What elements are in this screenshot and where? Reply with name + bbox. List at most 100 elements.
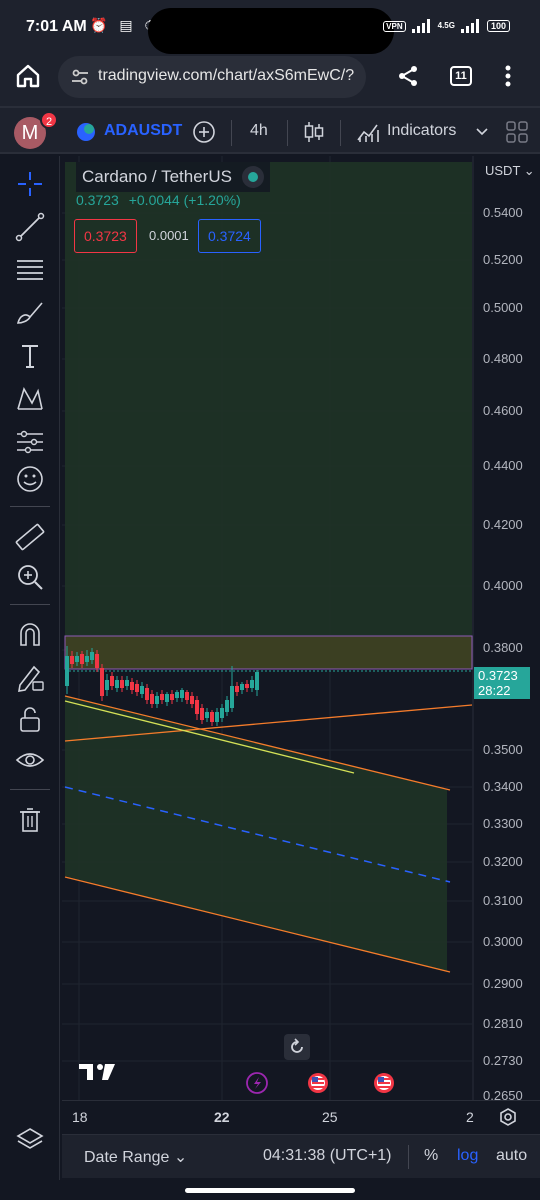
channel-upper-line bbox=[64, 695, 451, 791]
crosshair-icon[interactable] bbox=[14, 168, 46, 200]
candle bbox=[205, 708, 209, 722]
candles bbox=[65, 646, 259, 726]
candle bbox=[80, 651, 84, 668]
price-axis-label: 0.3500 bbox=[483, 742, 523, 757]
price-axis-label: 0.3800 bbox=[483, 640, 523, 655]
zoom-in-icon[interactable] bbox=[14, 561, 46, 593]
magnet-icon[interactable] bbox=[14, 619, 46, 651]
status-time: 7:01 AM bbox=[26, 18, 87, 35]
candle bbox=[135, 680, 139, 696]
address-bar[interactable]: tradingview.com/chart/axS6mEwC/? bbox=[58, 56, 366, 98]
separator bbox=[340, 120, 341, 146]
signal-icon bbox=[411, 19, 430, 33]
emoji-icon[interactable] bbox=[14, 463, 46, 495]
candles-chart-type-icon[interactable] bbox=[303, 120, 325, 144]
reset-chart-icon bbox=[284, 1034, 310, 1060]
price-axis-label: 0.3300 bbox=[483, 816, 523, 831]
price-change: +0.0044 (+1.20%) bbox=[128, 192, 241, 208]
ruler-icon[interactable] bbox=[14, 521, 46, 553]
brush-icon[interactable] bbox=[14, 297, 46, 329]
auto-scale-toggle[interactable]: auto bbox=[496, 1147, 528, 1164]
last-price-tag: 0.3723 28:22 bbox=[474, 667, 530, 699]
status-bar: 7:01 AM ⏰ ▤ ⏱ VPN 4.5G 100 bbox=[0, 0, 540, 56]
candle bbox=[145, 684, 149, 704]
candle bbox=[105, 674, 109, 696]
candle bbox=[85, 650, 89, 666]
long-position-zone bbox=[65, 162, 472, 636]
chart-pane[interactable] bbox=[62, 156, 540, 1100]
price-chart[interactable] bbox=[62, 156, 540, 1100]
currency-selector[interactable]: USDT ⌄ bbox=[485, 163, 535, 178]
time-label: 18 bbox=[72, 1109, 88, 1125]
chart-settings-icon[interactable] bbox=[498, 1107, 518, 1127]
price-axis-label: 0.3200 bbox=[483, 854, 523, 869]
symbol-search-button[interactable]: ADAUSDT bbox=[104, 122, 183, 139]
network-type: 4.5G bbox=[437, 21, 455, 30]
prediction-tool-icon[interactable] bbox=[14, 426, 46, 458]
sell-button[interactable]: 0.3723 bbox=[74, 219, 137, 253]
percent-scale-toggle[interactable]: % bbox=[424, 1147, 439, 1164]
us-flag-event-icon bbox=[308, 1073, 328, 1093]
visibility-icon[interactable] bbox=[14, 746, 46, 778]
support-trend-line bbox=[64, 704, 473, 742]
price-axis-label: 0.5400 bbox=[483, 205, 523, 220]
tradingview-logo-icon bbox=[79, 1064, 115, 1080]
indicators-button[interactable]: Indicators bbox=[387, 122, 457, 139]
unlock-icon[interactable] bbox=[14, 703, 46, 735]
more-menu-icon[interactable] bbox=[498, 62, 518, 90]
home-indicator[interactable] bbox=[185, 1188, 355, 1193]
price-axis-label: 0.5000 bbox=[483, 300, 523, 315]
candle bbox=[95, 650, 99, 672]
lock-drawings-icon[interactable] bbox=[14, 661, 46, 693]
interval-button[interactable]: 4h bbox=[250, 122, 268, 139]
time-label: 2 bbox=[466, 1109, 474, 1125]
price-axis-label: 0.3400 bbox=[483, 779, 523, 794]
price-axis-label: 0.5200 bbox=[483, 252, 523, 267]
compare-symbol-icon[interactable] bbox=[192, 120, 216, 144]
bar-countdown: 28:22 bbox=[478, 683, 511, 698]
trend-line-icon[interactable] bbox=[14, 211, 46, 243]
price-axis-label: 0.2900 bbox=[483, 976, 523, 991]
site-info-icon[interactable] bbox=[70, 67, 90, 87]
object-tree-icon[interactable] bbox=[14, 1124, 46, 1156]
candle bbox=[255, 670, 259, 696]
candle bbox=[175, 690, 179, 702]
home-icon[interactable] bbox=[14, 62, 42, 90]
price-axis-label: 0.2650 bbox=[483, 1088, 523, 1103]
cardano-logo-icon bbox=[77, 123, 95, 141]
date-range-button[interactable]: Date Range ⌄ bbox=[84, 1149, 188, 1166]
current-price: 0.3723 bbox=[76, 192, 119, 208]
time-axis[interactable]: 18 22 25 2 bbox=[62, 1100, 540, 1134]
price-axis-label: 0.2810 bbox=[483, 1016, 523, 1031]
candle bbox=[75, 652, 79, 666]
tab-switcher-button[interactable]: 11 bbox=[450, 66, 472, 86]
vpn-icon: VPN bbox=[383, 20, 406, 32]
layout-grid-icon[interactable] bbox=[506, 121, 528, 143]
separator bbox=[10, 789, 50, 790]
buy-button[interactable]: 0.3724 bbox=[198, 219, 261, 253]
price-axis-label: 0.4800 bbox=[483, 351, 523, 366]
trash-icon[interactable] bbox=[14, 804, 46, 836]
market-status-icon bbox=[241, 166, 264, 188]
timezone-clock[interactable]: 04:31:38 (UTC+1) bbox=[263, 1147, 392, 1164]
price-axis-label: 0.4600 bbox=[483, 403, 523, 418]
log-scale-toggle[interactable]: log bbox=[457, 1147, 479, 1164]
candle bbox=[155, 692, 159, 708]
candle bbox=[140, 682, 144, 698]
text-tool-icon[interactable] bbox=[14, 340, 46, 372]
spread-value: 0.0001 bbox=[149, 228, 189, 243]
chevron-down-icon[interactable] bbox=[476, 127, 488, 137]
candle bbox=[240, 682, 244, 694]
separator bbox=[10, 506, 50, 507]
symbol-legend[interactable]: Cardano / TetherUS bbox=[76, 162, 270, 192]
fib-retracement-icon[interactable] bbox=[14, 254, 46, 286]
pattern-tool-icon[interactable] bbox=[14, 383, 46, 415]
indicators-icon[interactable] bbox=[356, 120, 380, 144]
price-axis-label: 0.4400 bbox=[483, 458, 523, 473]
avatar[interactable]: M bbox=[14, 117, 46, 149]
candle bbox=[180, 688, 184, 702]
share-icon[interactable] bbox=[396, 64, 420, 88]
time-label: 22 bbox=[214, 1109, 230, 1125]
candle bbox=[215, 708, 219, 726]
candle bbox=[210, 710, 214, 726]
